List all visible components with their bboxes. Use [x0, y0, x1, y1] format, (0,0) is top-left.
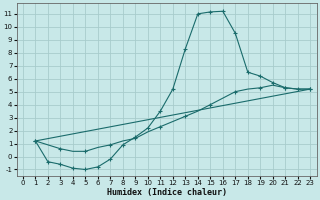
X-axis label: Humidex (Indice chaleur): Humidex (Indice chaleur): [107, 188, 227, 197]
